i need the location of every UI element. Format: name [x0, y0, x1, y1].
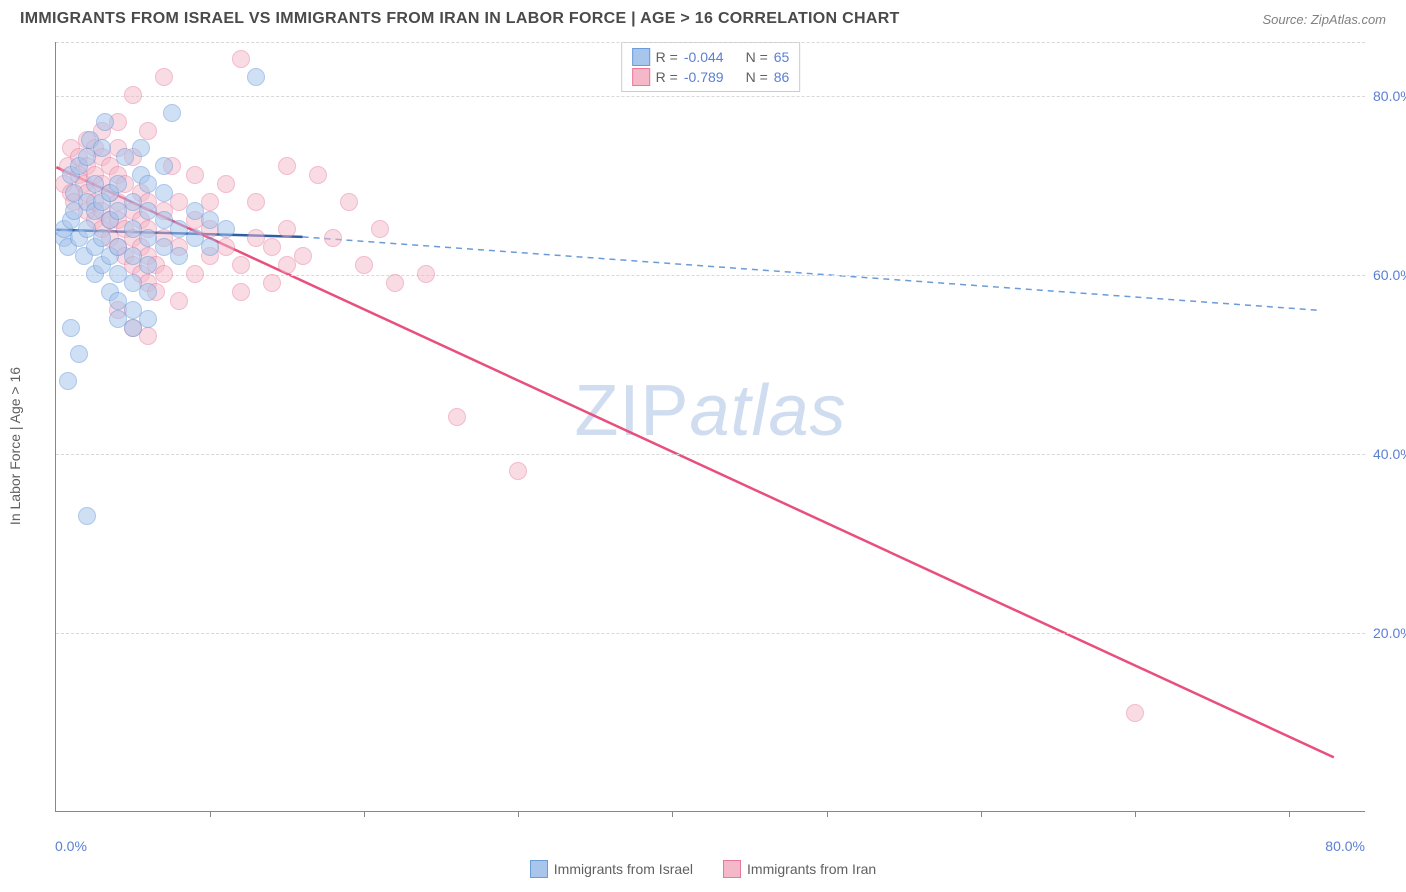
- y-tick-label: 20.0%: [1373, 625, 1406, 641]
- scatter-point: [59, 372, 77, 390]
- scatter-point: [155, 184, 173, 202]
- scatter-point: [155, 157, 173, 175]
- scatter-point: [371, 220, 389, 238]
- gridline: [56, 454, 1365, 455]
- scatter-point: [186, 166, 204, 184]
- scatter-point: [509, 462, 527, 480]
- scatter-point: [340, 193, 358, 211]
- legend-series-label: Immigrants from Iran: [747, 861, 876, 877]
- y-axis-label: In Labor Force | Age > 16: [7, 367, 23, 525]
- x-tick: [672, 811, 673, 817]
- x-tick: [210, 811, 211, 817]
- scatter-point: [232, 283, 250, 301]
- scatter-point: [70, 345, 88, 363]
- r-value: -0.044: [684, 49, 724, 65]
- legend-series-label: Immigrants from Israel: [554, 861, 693, 877]
- scatter-point: [417, 265, 435, 283]
- chart-title: IMMIGRANTS FROM ISRAEL VS IMMIGRANTS FRO…: [20, 10, 900, 28]
- scatter-point: [139, 283, 157, 301]
- legend-item: Immigrants from Iran: [723, 860, 876, 878]
- gridline: [56, 275, 1365, 276]
- scatter-point: [170, 292, 188, 310]
- scatter-point: [96, 113, 114, 131]
- n-label: N =: [746, 69, 768, 85]
- scatter-point: [155, 265, 173, 283]
- x-tick: [364, 811, 365, 817]
- scatter-point: [247, 193, 265, 211]
- r-label: R =: [656, 49, 678, 65]
- r-value: -0.789: [684, 69, 724, 85]
- scatter-point: [294, 247, 312, 265]
- scatter-point: [217, 175, 235, 193]
- trend-lines-svg: [56, 42, 1365, 811]
- scatter-point: [278, 220, 296, 238]
- scatter-point: [232, 256, 250, 274]
- x-tick: [1289, 811, 1290, 817]
- correlation-legend: R = -0.044 N = 65 R = -0.789 N = 86: [621, 42, 801, 92]
- scatter-point: [170, 247, 188, 265]
- x-axis-labels: 0.0% 80.0%: [55, 838, 1365, 854]
- x-min-label: 0.0%: [55, 838, 87, 854]
- scatter-point: [155, 68, 173, 86]
- series-legend: Immigrants from Israel Immigrants from Ir…: [0, 860, 1406, 878]
- scatter-point: [139, 256, 157, 274]
- scatter-point: [448, 408, 466, 426]
- trend-line: [303, 237, 1319, 310]
- x-tick: [518, 811, 519, 817]
- scatter-point: [139, 175, 157, 193]
- n-value: 65: [774, 49, 790, 65]
- y-tick-label: 40.0%: [1373, 446, 1406, 462]
- scatter-point: [186, 265, 204, 283]
- scatter-point: [263, 238, 281, 256]
- scatter-point: [324, 229, 342, 247]
- n-label: N =: [746, 49, 768, 65]
- y-tick-label: 80.0%: [1373, 88, 1406, 104]
- legend-correlation-row: R = -0.789 N = 86: [632, 67, 790, 87]
- scatter-point: [201, 193, 219, 211]
- scatter-point: [1126, 704, 1144, 722]
- scatter-point: [278, 157, 296, 175]
- x-tick: [827, 811, 828, 817]
- n-value: 86: [774, 69, 790, 85]
- scatter-point: [309, 166, 327, 184]
- legend-correlation-row: R = -0.044 N = 65: [632, 47, 790, 67]
- scatter-point: [217, 238, 235, 256]
- scatter-point: [132, 139, 150, 157]
- scatter-point: [139, 122, 157, 140]
- chart-header: IMMIGRANTS FROM ISRAEL VS IMMIGRANTS FRO…: [0, 0, 1406, 34]
- legend-swatch-icon: [723, 860, 741, 878]
- x-tick: [1135, 811, 1136, 817]
- scatter-point: [232, 50, 250, 68]
- scatter-point: [78, 507, 96, 525]
- x-tick: [981, 811, 982, 817]
- legend-swatch-icon: [632, 48, 650, 66]
- scatter-point: [62, 319, 80, 337]
- scatter-point: [93, 139, 111, 157]
- scatter-point: [124, 86, 142, 104]
- scatter-point: [109, 175, 127, 193]
- gridline: [56, 633, 1365, 634]
- chart-source: Source: ZipAtlas.com: [1262, 12, 1386, 27]
- x-max-label: 80.0%: [1325, 838, 1365, 854]
- legend-swatch-icon: [632, 68, 650, 86]
- gridline: [56, 42, 1365, 43]
- scatter-point: [124, 319, 142, 337]
- scatter-point: [386, 274, 404, 292]
- trend-line: [56, 167, 1334, 757]
- scatter-point: [355, 256, 373, 274]
- legend-swatch-icon: [530, 860, 548, 878]
- scatter-point: [163, 104, 181, 122]
- scatter-point: [247, 68, 265, 86]
- gridline: [56, 96, 1365, 97]
- y-tick-label: 60.0%: [1373, 267, 1406, 283]
- scatter-point: [139, 327, 157, 345]
- scatter-point: [217, 220, 235, 238]
- scatter-point: [201, 238, 219, 256]
- scatter-point: [263, 274, 281, 292]
- chart-plot-area: ZIPatlas R =-0.044N =65R =-0.789N =86 20…: [55, 42, 1365, 812]
- r-label: R =: [656, 69, 678, 85]
- legend-item: Immigrants from Israel: [530, 860, 693, 878]
- scatter-point: [139, 310, 157, 328]
